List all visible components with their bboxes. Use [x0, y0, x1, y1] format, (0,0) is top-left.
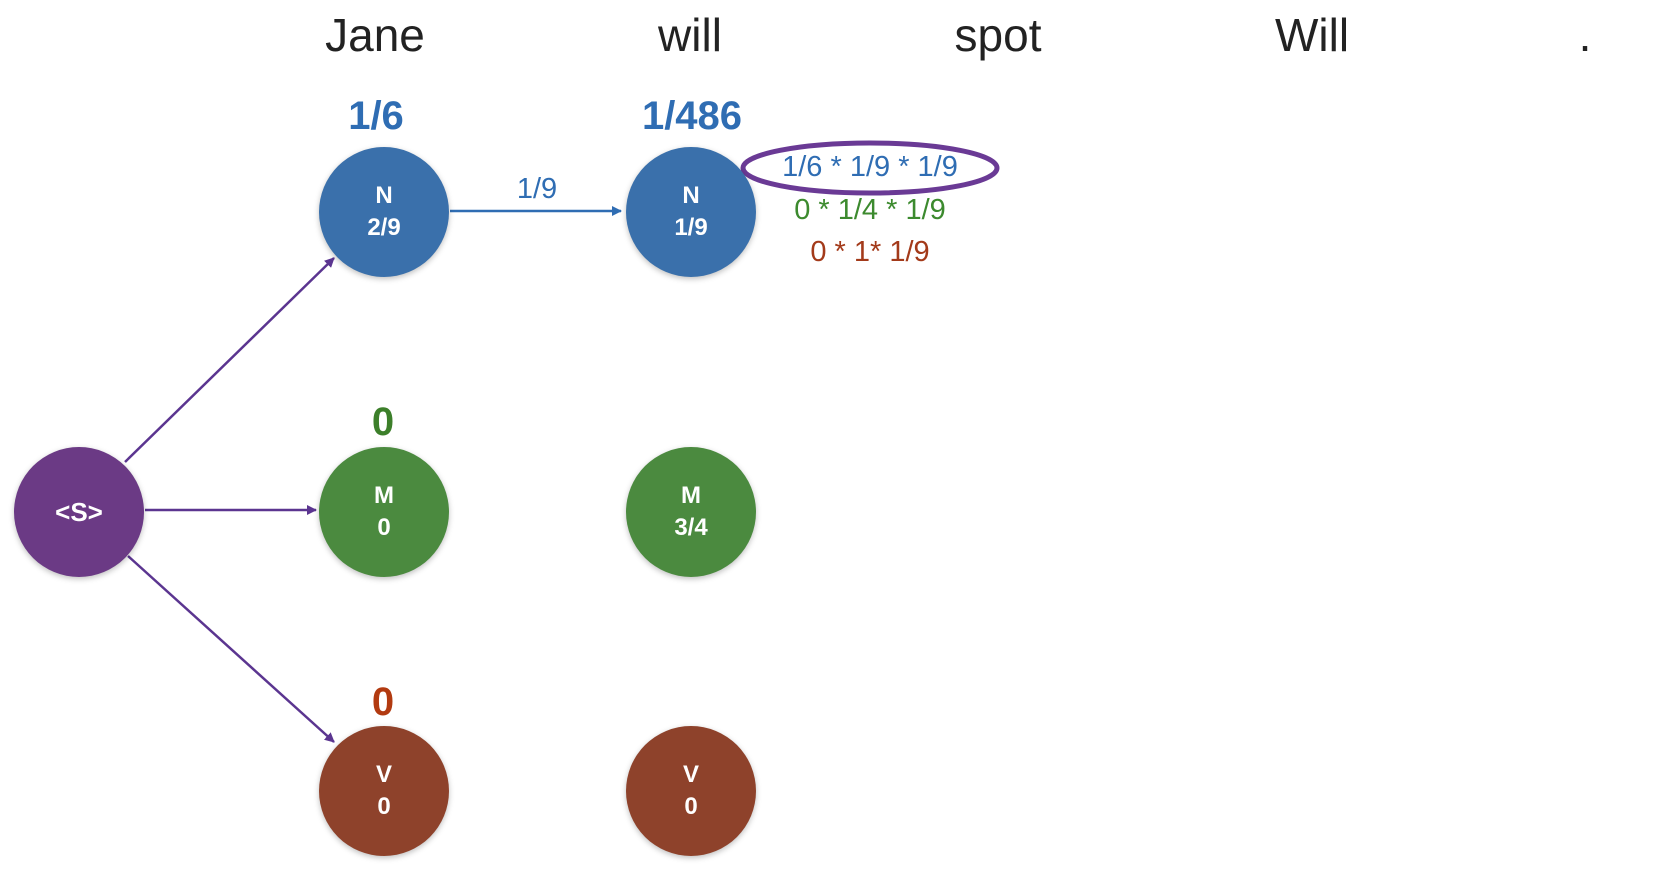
score-col1-noun: 1/6	[348, 94, 404, 138]
start-node: <S>	[14, 447, 144, 577]
node-tag: N	[375, 182, 393, 209]
node-col2-verb: V 0	[626, 726, 756, 856]
word-spot: spot	[954, 9, 1042, 61]
score-col1-modal: 0	[371, 400, 395, 444]
node-tag: M	[681, 482, 701, 509]
node-value: 0	[377, 793, 391, 820]
calc-from-verb: 0 * 1* 1/9	[810, 236, 930, 268]
node-value: 0	[377, 514, 391, 541]
score-col2-noun: 1/486	[641, 94, 743, 138]
start-node-label: <S>	[55, 497, 103, 527]
node-value: 1/9	[674, 214, 708, 241]
node-tag: V	[682, 761, 699, 788]
node-value: 2/9	[367, 214, 401, 241]
edge-start-to-v	[127, 555, 335, 743]
node-tag: V	[375, 761, 392, 788]
node-col2-modal: M 3/4	[626, 447, 756, 577]
node-col2-noun: N 1/9	[626, 147, 756, 277]
node-value: 3/4	[674, 514, 708, 541]
word-period: .	[1578, 9, 1592, 61]
highlight-ellipse	[740, 140, 1000, 196]
word-will: will	[658, 9, 722, 61]
edge-label-n-to-n: 1/9	[516, 173, 558, 205]
word-jane: Jane	[325, 9, 425, 61]
score-col1-verb: 0	[371, 680, 395, 724]
word-will-capital: Will	[1274, 9, 1350, 61]
node-col1-verb: V 0	[319, 726, 449, 856]
calc-from-noun: 1/6 * 1/9 * 1/9	[782, 151, 958, 183]
node-tag: N	[682, 182, 700, 209]
node-col1-noun: N 2/9	[319, 147, 449, 277]
edge-start-to-n	[124, 257, 335, 463]
calc-from-modal: 0 * 1/4 * 1/9	[794, 194, 946, 226]
node-col1-modal: M 0	[319, 447, 449, 577]
node-value: 0	[684, 793, 698, 820]
node-tag: M	[374, 482, 394, 509]
